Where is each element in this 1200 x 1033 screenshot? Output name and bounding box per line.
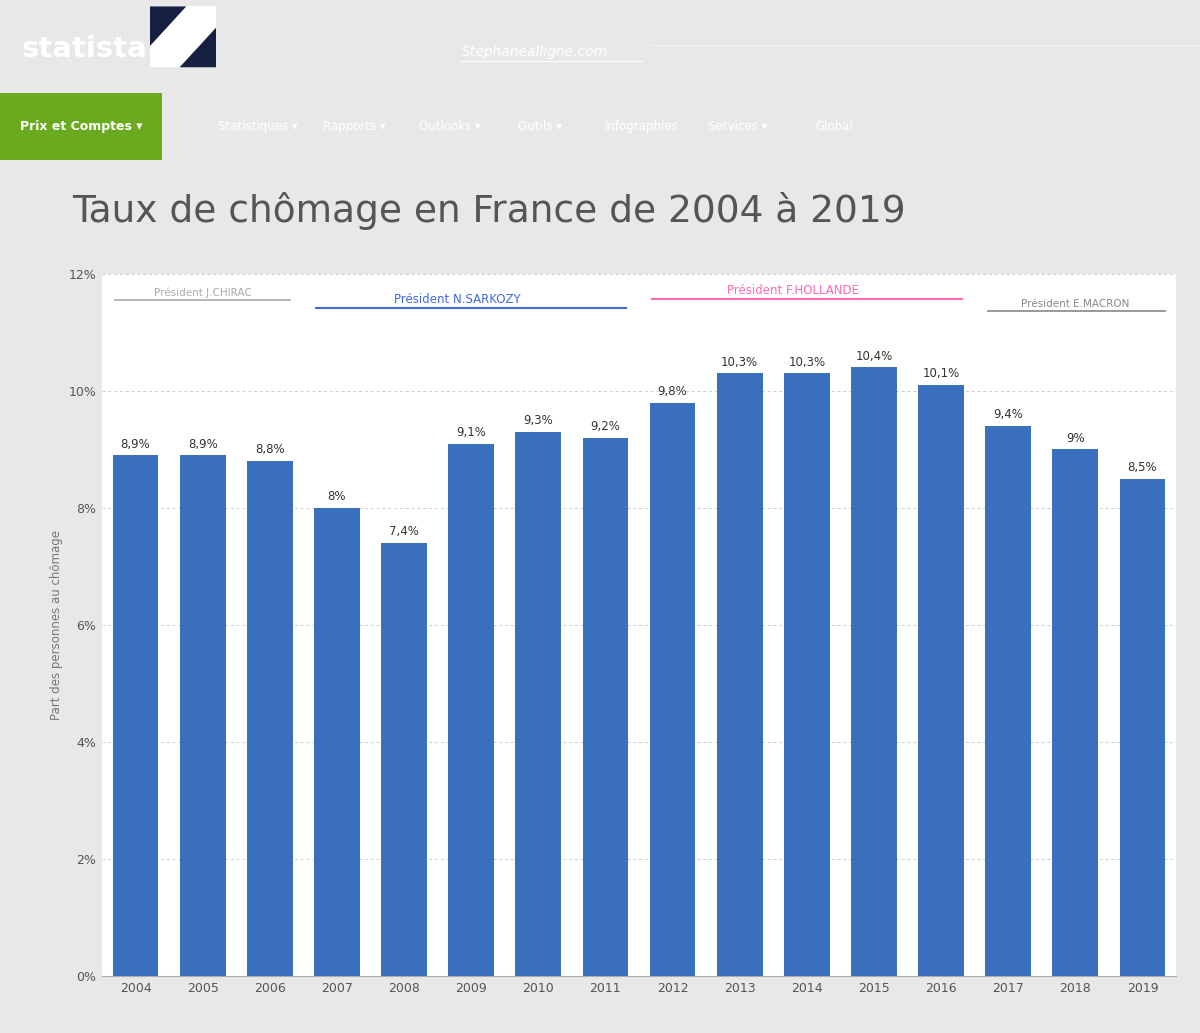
Bar (180, 456, 226, 976)
Text: Rapports ▾: Rapports ▾ (323, 120, 385, 133)
Text: statista: statista (22, 35, 148, 63)
Text: Outlooks ▾: Outlooks ▾ (419, 120, 481, 133)
Bar (583, 438, 629, 976)
Text: 9,8%: 9,8% (658, 385, 688, 398)
Bar (516, 432, 562, 976)
Text: Global: Global (815, 120, 853, 133)
Text: 8,9%: 8,9% (121, 438, 150, 450)
Y-axis label: Part des personnes au chômage: Part des personnes au chômage (50, 530, 64, 720)
Bar (716, 373, 762, 976)
Text: 9,1%: 9,1% (456, 426, 486, 439)
Text: 9,4%: 9,4% (994, 408, 1024, 421)
Text: 8,5%: 8,5% (1128, 461, 1157, 474)
Bar (784, 373, 829, 976)
Text: 8%: 8% (328, 491, 346, 503)
Text: Président J.CHIRAC: Président J.CHIRAC (154, 288, 252, 299)
Bar (918, 385, 964, 976)
Text: 10,3%: 10,3% (721, 355, 758, 369)
Bar (382, 543, 427, 976)
Bar (1052, 449, 1098, 976)
Bar (150, 6, 216, 67)
Text: Stephanealligne.com: Stephanealligne.com (462, 44, 608, 59)
Text: Président F.HOLLANDE: Président F.HOLLANDE (727, 284, 859, 298)
Text: Taux de chômage en France de 2004 à 2019: Taux de chômage en France de 2004 à 2019 (72, 192, 906, 229)
Polygon shape (180, 28, 216, 67)
Bar (1120, 478, 1165, 976)
Text: Statistiques ▾: Statistiques ▾ (218, 120, 298, 133)
Bar (985, 426, 1031, 976)
Bar (0, 93, 162, 160)
Text: 9,3%: 9,3% (523, 414, 553, 427)
Bar (314, 508, 360, 976)
Text: 7,4%: 7,4% (389, 526, 419, 538)
Text: 10,3%: 10,3% (788, 355, 826, 369)
Text: 8,9%: 8,9% (188, 438, 217, 450)
Text: Services ▾: Services ▾ (708, 120, 768, 133)
Text: Infographies: Infographies (605, 120, 679, 133)
Bar (449, 443, 494, 976)
Bar (247, 461, 293, 976)
Text: 9%: 9% (1066, 432, 1085, 444)
Text: 8,8%: 8,8% (256, 443, 284, 457)
Polygon shape (150, 6, 186, 45)
Text: Prix et Comptes ▾: Prix et Comptes ▾ (20, 120, 143, 133)
Bar (851, 368, 896, 976)
Text: Président N.SARKOZY: Président N.SARKOZY (395, 293, 521, 306)
Text: Outils ▾: Outils ▾ (518, 120, 562, 133)
Text: 10,4%: 10,4% (856, 350, 893, 363)
Bar (113, 456, 158, 976)
Text: 10,1%: 10,1% (923, 368, 960, 380)
Bar (649, 403, 695, 976)
Text: 9,2%: 9,2% (590, 420, 620, 433)
Text: Président E.MACRON: Président E.MACRON (1021, 300, 1129, 310)
